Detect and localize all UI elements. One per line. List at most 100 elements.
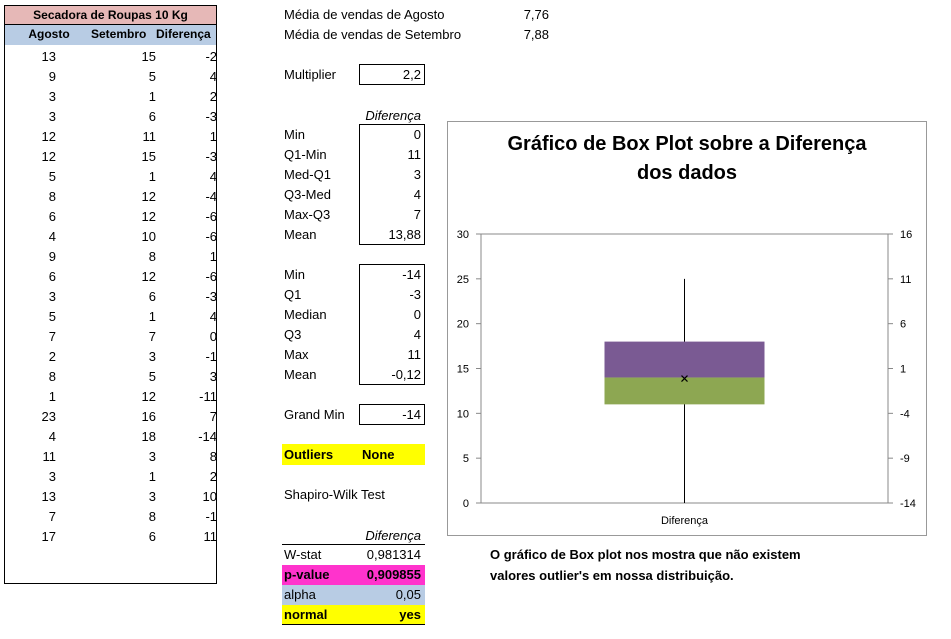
table-cell: 12 — [141, 189, 156, 204]
table-cell: 16 — [141, 409, 156, 424]
table-cell: 7 — [209, 409, 217, 424]
table-cell: 5 — [148, 69, 156, 84]
table-cell: 12 — [141, 389, 156, 404]
table-cell: 12 — [141, 269, 156, 284]
summary-stat-label: Mean — [284, 367, 317, 382]
table-cell: -11 — [199, 389, 217, 404]
alpha-value: 0,05 — [395, 587, 421, 602]
chart-title-line1: Gráfico de Box Plot sobre a Diferença — [507, 133, 867, 155]
table-cell: 12 — [41, 149, 56, 164]
grand-min-value: -14 — [402, 407, 421, 422]
pvalue-value: 0,909855 — [366, 567, 421, 582]
summary-stat-value[interactable]: 11 — [407, 347, 422, 362]
table-cell: 5 — [48, 309, 56, 324]
left-axis-tick-label: 10 — [457, 408, 469, 420]
header-setembro: Setembro — [91, 27, 147, 41]
box-stat-label: Q1-Min — [284, 147, 327, 162]
box-stat-value[interactable]: 4 — [413, 187, 421, 202]
box-stat-value[interactable]: 13,88 — [388, 227, 421, 242]
box-stat-value[interactable]: 7 — [413, 207, 421, 222]
summary-stat-value[interactable]: -3 — [409, 287, 421, 302]
multiplier-label: Multiplier — [284, 67, 337, 82]
summary-stat-label: Q3 — [284, 327, 302, 342]
table-cell: 7 — [48, 329, 56, 344]
grand-min-cell[interactable] — [359, 404, 425, 425]
box-stat-value[interactable]: 0 — [413, 127, 421, 142]
shapiro-top-rule — [282, 544, 425, 545]
table-cell: 4 — [48, 229, 56, 244]
table-row: 9 8 1 — [4, 247, 217, 267]
table-cell: 1 — [209, 129, 217, 144]
summary-stat-value[interactable]: -14 — [402, 267, 421, 282]
multiplier-value: 2,2 — [402, 67, 421, 82]
table-cell: 3 — [48, 89, 56, 104]
table-cell: -3 — [205, 289, 217, 304]
table-row: 11 3 8 — [4, 447, 218, 467]
table-row: 6 12 -6 — [4, 207, 217, 227]
box-stat-label: Min — [284, 127, 305, 142]
mean-marker — [681, 375, 688, 382]
wstat-label: W-stat — [284, 547, 322, 562]
table-row: 8 5 3 — [4, 367, 217, 387]
table-cell: 9 — [48, 249, 56, 264]
multiplier-cell[interactable] — [359, 64, 425, 85]
table-cell: 6 — [148, 289, 156, 304]
box-upper — [604, 341, 765, 378]
table-cell: -2 — [205, 49, 217, 64]
table-cell: 1 — [148, 469, 156, 484]
table-cell: -3 — [205, 109, 217, 124]
box-stats-block — [359, 124, 425, 245]
table-row: 7 7 0 — [4, 327, 217, 347]
table-cell: 12 — [141, 209, 156, 224]
table-row: 6 12 -6 — [4, 267, 217, 287]
table-cell: 11 — [203, 529, 218, 544]
table-row: 13 3 10 — [4, 487, 217, 507]
right-axis-tick-label: -9 — [900, 453, 910, 465]
summary-stat-label: Min — [284, 267, 305, 282]
box-lower — [604, 377, 765, 405]
table-cell: 11 — [42, 449, 57, 464]
table-cell: 5 — [148, 369, 156, 384]
table-cell: -4 — [205, 189, 217, 204]
grand-min-label: Grand Min — [284, 407, 345, 422]
table-row: 23 16 7 — [4, 407, 217, 427]
table-cell: 1 — [148, 309, 156, 324]
table-row: 2 3 -1 — [4, 347, 217, 367]
table-row: 13 15 -2 — [4, 47, 217, 67]
table-row: 5 1 4 — [4, 167, 217, 187]
table-cell: 23 — [41, 409, 56, 424]
left-axis-tick-label: 20 — [457, 319, 469, 331]
table-cell: 6 — [148, 529, 156, 544]
table-cell: 17 — [41, 529, 56, 544]
alpha-row — [282, 585, 425, 605]
summary-stats-block — [359, 264, 425, 385]
table-cell: 8 — [148, 249, 156, 264]
table-cell: -6 — [205, 209, 217, 224]
box-stat-value[interactable]: 11 — [407, 147, 422, 162]
box-plot-chart[interactable]: Gráfico de Box Plot sobre a Diferença do… — [447, 121, 927, 536]
summary-stat-label: Median — [284, 307, 327, 322]
summary-stat-value[interactable]: 4 — [413, 327, 421, 342]
table-row: 17 6 11 — [4, 527, 217, 547]
table-cell: 4 — [209, 169, 217, 184]
table-cell: 8 — [48, 369, 56, 384]
box-stat-label: Med-Q1 — [284, 167, 331, 182]
table-row: 7 8 -1 — [4, 507, 217, 527]
outliers-row — [282, 444, 425, 465]
summary-stat-value[interactable]: -0,12 — [391, 367, 421, 382]
normal-label: normal — [284, 607, 328, 622]
table-cell: -14 — [198, 429, 217, 444]
table-cell: 9 — [48, 69, 56, 84]
table-cell: 8 — [148, 509, 156, 524]
normal-value: yes — [399, 607, 421, 622]
table-cell: 4 — [209, 309, 217, 324]
table-cell: 3 — [48, 109, 56, 124]
summary-stat-value[interactable]: 0 — [413, 307, 421, 322]
table-cell: -6 — [205, 229, 217, 244]
left-axis-tick-label: 30 — [457, 229, 469, 241]
box-stat-label: Max-Q3 — [284, 207, 331, 222]
table-row: 1 12 -11 — [4, 387, 217, 407]
table-cell: 3 — [48, 469, 56, 484]
chart-plot: 0 5 10 15 20 25 30 16 11 6 1 -4 -9 -14 Diferença — [457, 229, 916, 527]
box-stat-value[interactable]: 3 — [413, 167, 421, 182]
